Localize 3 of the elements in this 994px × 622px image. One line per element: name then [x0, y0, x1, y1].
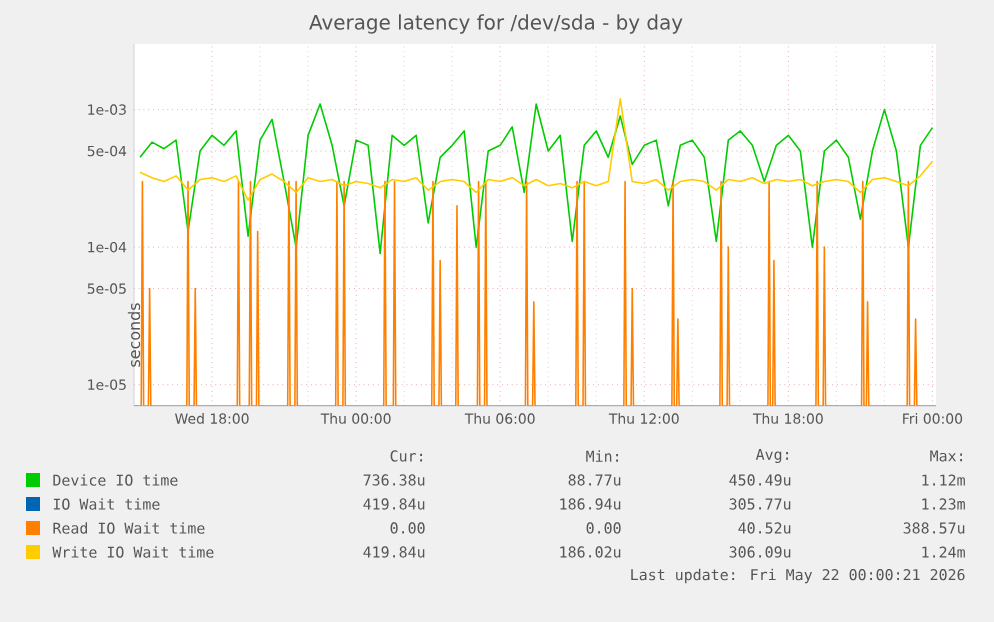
line-series	[139, 103, 934, 255]
chart-title: Average latency for /dev/sda - by day	[309, 14, 683, 34]
line-series	[139, 97, 934, 201]
